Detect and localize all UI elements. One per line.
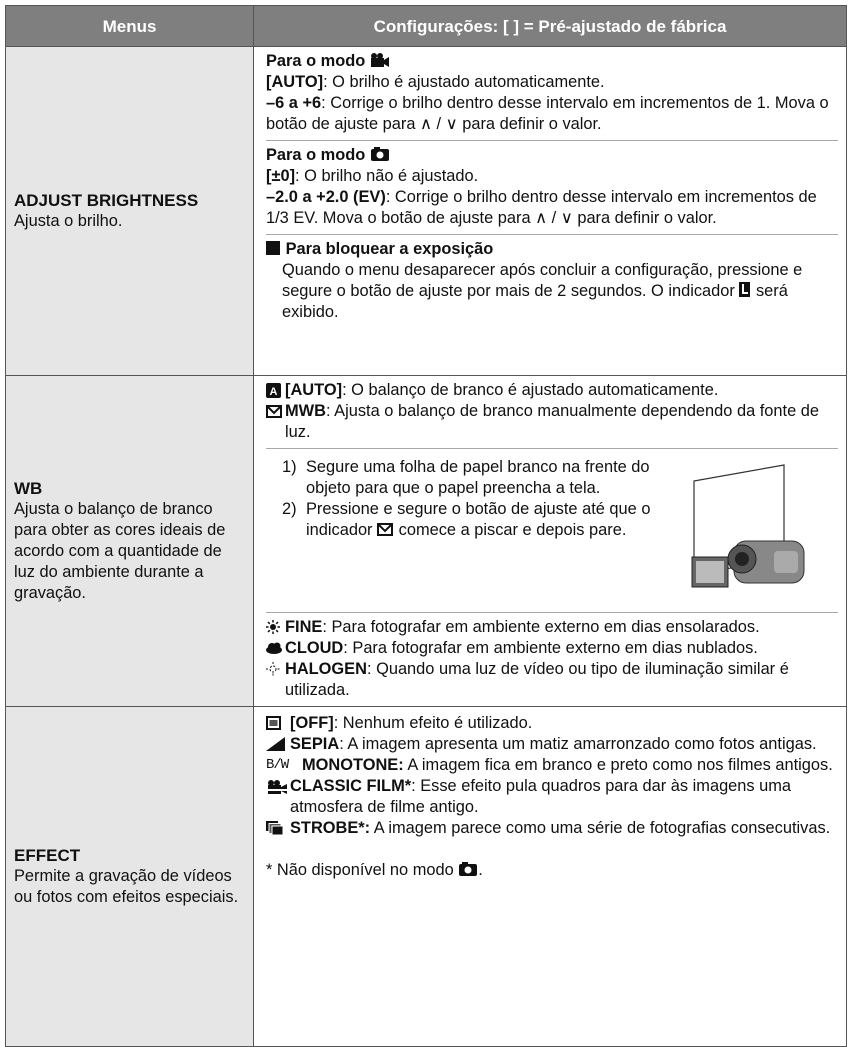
term: SEPIA bbox=[290, 735, 340, 753]
text: : Para fotografar em ambiente externo em… bbox=[322, 618, 760, 636]
term: STROBE*: bbox=[290, 819, 371, 837]
term: –6 a +6 bbox=[266, 94, 322, 112]
film-icon bbox=[266, 780, 288, 794]
text: Quando o menu desaparecer após concluir … bbox=[282, 261, 803, 300]
mwb-icon bbox=[266, 405, 282, 418]
block: Para bloquear a exposição Quando o menu … bbox=[266, 234, 838, 328]
text: : Corrige o brilho dentro desse interval… bbox=[266, 188, 817, 227]
menu-description: Ajusta o balanço de branco para obter as… bbox=[14, 500, 226, 602]
text: : Corrige o brilho dentro desse interval… bbox=[266, 94, 829, 133]
svg-text:A: A bbox=[270, 386, 278, 398]
menu-description: Permite a gravação de vídeos ou fotos co… bbox=[14, 867, 239, 906]
menu-table: Menus Configurações: [ ] = Pré-ajustado … bbox=[5, 5, 847, 1047]
block: Para o modo [±0]: O brilho não é ajustad… bbox=[266, 140, 838, 234]
note: . bbox=[478, 861, 483, 879]
menu-name: EFFECT bbox=[14, 846, 81, 865]
auto-icon: A bbox=[266, 383, 281, 398]
text: Pressione e segure o botão de ajuste até… bbox=[306, 500, 651, 539]
text: : Esse efeito pula quadros para dar às i… bbox=[290, 777, 792, 816]
mwb-icon bbox=[377, 523, 394, 536]
row: EFFECT Permite a gravação de vídeos ou f… bbox=[5, 706, 847, 1047]
block: FINE: Para fotografar em ambiente extern… bbox=[266, 612, 838, 706]
term: FINE bbox=[285, 618, 323, 636]
cloud-icon bbox=[266, 642, 282, 654]
sun-icon bbox=[266, 620, 280, 634]
heading: Para o modo bbox=[266, 52, 366, 70]
row: WB Ajusta o balanço de branco para obter… bbox=[5, 375, 847, 707]
term: [AUTO] bbox=[266, 73, 324, 91]
text: : Ajusta o balanço de branco manualmente… bbox=[285, 402, 819, 441]
heading: Para bloquear a exposição bbox=[285, 240, 494, 258]
menu-cell: EFFECT Permite a gravação de vídeos ou f… bbox=[5, 706, 254, 1047]
page: Menus Configurações: [ ] = Pré-ajustado … bbox=[5, 5, 847, 1047]
term: [±0] bbox=[266, 167, 296, 185]
menu-cell: WB Ajusta o balanço de branco para obter… bbox=[5, 375, 254, 707]
strobe-icon bbox=[266, 821, 284, 836]
term: –2.0 a +2.0 (EV) bbox=[266, 188, 386, 206]
menu-cell: ADJUST BRIGHTNESS Ajusta o brilho. bbox=[5, 46, 254, 376]
header-row: Menus Configurações: [ ] = Pré-ajustado … bbox=[5, 5, 847, 47]
video-icon bbox=[370, 53, 389, 67]
lock-icon bbox=[739, 282, 751, 297]
text: : Quando uma luz de vídeo ou tipo de ilu… bbox=[285, 660, 789, 699]
text: comece a piscar e depois pare. bbox=[398, 521, 627, 539]
camera-icon bbox=[459, 862, 478, 876]
sepia-icon bbox=[266, 737, 285, 751]
term: CLOUD bbox=[285, 639, 344, 657]
row: ADJUST BRIGHTNESS Ajusta o brilho. Para … bbox=[5, 46, 847, 376]
text: : Nenhum efeito é utilizado. bbox=[333, 714, 533, 732]
menu-name: WB bbox=[14, 479, 43, 498]
text: A imagem parece como uma série de fotogr… bbox=[370, 819, 831, 837]
term: [AUTO] bbox=[285, 381, 343, 399]
step-number: 1) bbox=[282, 458, 297, 476]
square-icon bbox=[266, 241, 280, 255]
header-cell: Configurações: [ ] = Pré-ajustado de fáb… bbox=[253, 5, 847, 47]
term: CLASSIC FILM* bbox=[290, 777, 412, 795]
block: A [AUTO]: O balanço de branco é ajustado … bbox=[266, 376, 838, 448]
icon-label: B/W bbox=[266, 757, 289, 773]
off-icon bbox=[266, 716, 281, 730]
note: * Não disponível no modo bbox=[266, 861, 454, 879]
text: : O balanço de branco é ajustado automat… bbox=[342, 381, 719, 399]
heading: Para o modo bbox=[266, 146, 366, 164]
text: será exibido. bbox=[282, 282, 788, 321]
settings-cell: A [AUTO]: O balanço de branco é ajustado … bbox=[253, 375, 847, 707]
camera-illustration bbox=[691, 464, 805, 588]
menu-description: Ajusta o brilho. bbox=[14, 212, 123, 230]
text: Segure uma folha de papel branco na fren… bbox=[306, 458, 650, 497]
term: [OFF] bbox=[290, 714, 334, 732]
header-cell: Menus bbox=[5, 5, 254, 47]
step-number: 2) bbox=[282, 500, 297, 518]
text: : Para fotografar em ambiente externo em… bbox=[343, 639, 758, 657]
term: HALOGEN bbox=[285, 660, 367, 678]
text: : A imagem apresenta um matiz amarronzad… bbox=[339, 735, 817, 753]
halogen-icon bbox=[266, 662, 280, 676]
term: MWB bbox=[285, 402, 326, 420]
menu-name: ADJUST BRIGHTNESS bbox=[14, 191, 199, 210]
text: : O brilho não é ajustado. bbox=[295, 167, 479, 185]
settings-cell: [OFF]: Nenhum efeito é utilizado. SEPIA:… bbox=[253, 706, 847, 1047]
block: 1) Segure uma folha de papel branco na fr… bbox=[266, 448, 838, 612]
camera-icon bbox=[370, 147, 389, 161]
text: : O brilho é ajustado automaticamente. bbox=[323, 73, 605, 91]
term: MONOTONE: bbox=[302, 756, 404, 774]
block: Para o modo [AUTO]: O brilho é ajustado … bbox=[266, 47, 838, 140]
settings-cell: Para o modo [AUTO]: O brilho é ajustado … bbox=[253, 46, 847, 376]
text: A imagem fica em branco e preto como nos… bbox=[403, 756, 833, 774]
